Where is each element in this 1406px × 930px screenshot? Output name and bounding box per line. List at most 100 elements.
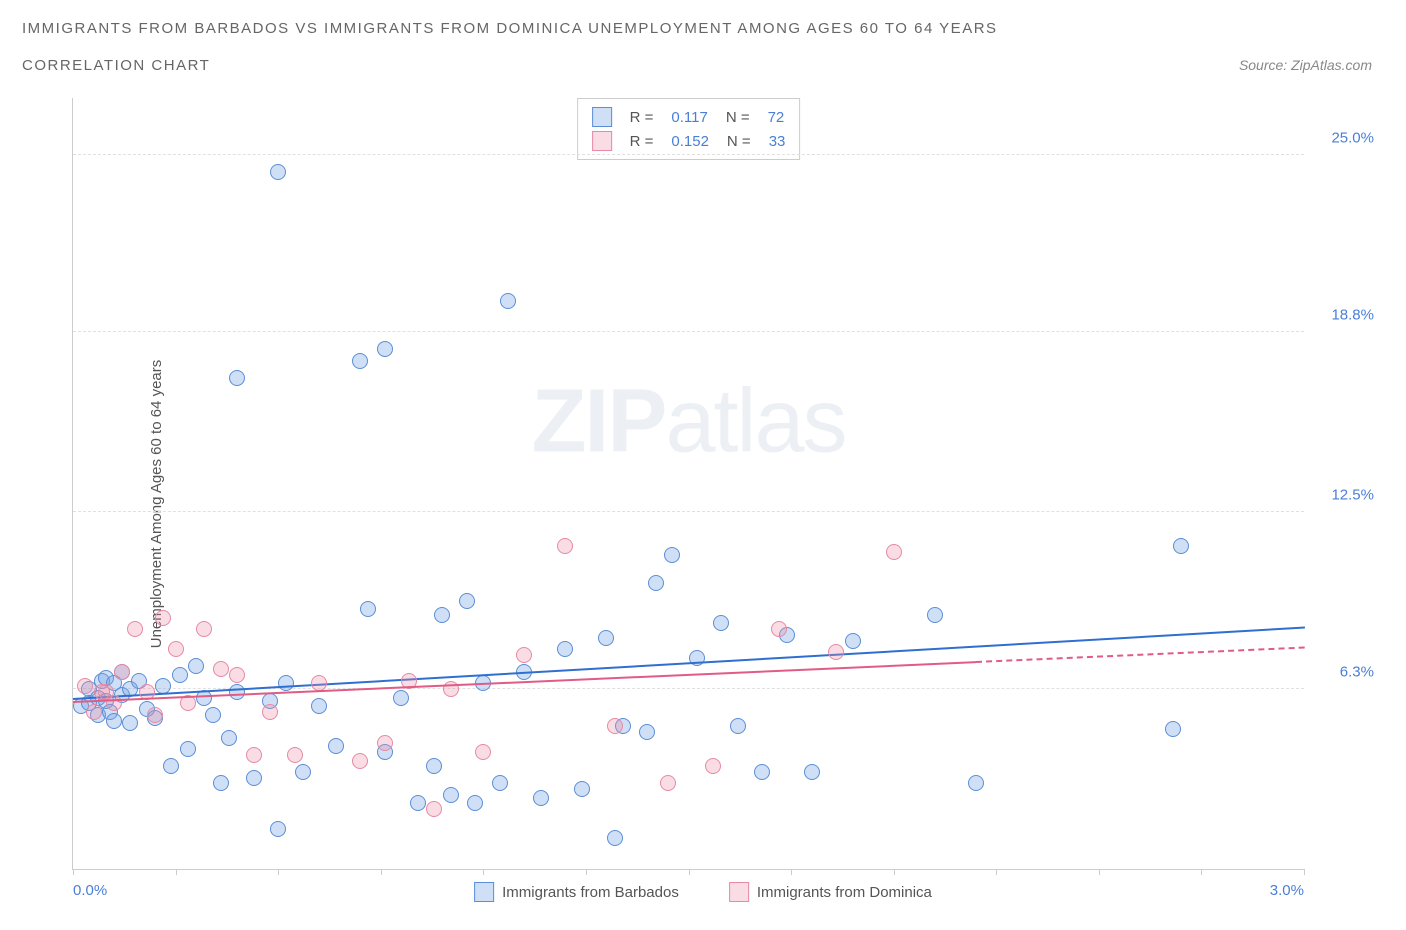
data-point [205,707,221,723]
data-point [598,630,614,646]
data-point [467,795,483,811]
data-point [648,575,664,591]
data-point [639,724,655,740]
y-tick-label: 25.0% [1331,130,1374,147]
legend-item: Immigrants from Barbados [474,882,679,902]
x-tick [894,869,895,875]
data-point [968,775,984,791]
data-point [213,775,229,791]
data-point [172,667,188,683]
data-point [557,538,573,554]
data-point [360,601,376,617]
data-point [180,741,196,757]
data-point [196,621,212,637]
data-point [660,775,676,791]
data-point [295,764,311,780]
data-point [475,744,491,760]
data-point [213,661,229,677]
stat-n-value: 72 [768,109,785,126]
x-tick [381,869,382,875]
data-point [229,667,245,683]
y-tick-label: 6.3% [1340,664,1374,681]
data-point [114,664,130,680]
trend-line [976,647,1305,663]
x-tick [278,869,279,875]
stat-r-value: 0.152 [671,133,709,150]
data-point [557,641,573,657]
x-tick [1304,869,1305,875]
data-point [168,641,184,657]
y-tick-label: 18.8% [1331,307,1374,324]
stats-row: R =0.152N =33 [592,129,786,153]
data-point [352,353,368,369]
data-point [804,764,820,780]
data-point [1165,721,1181,737]
data-point [352,753,368,769]
data-point [246,747,262,763]
chart-subtitle: CORRELATION CHART [22,57,210,74]
x-tick [689,869,690,875]
data-point [607,830,623,846]
data-point [443,787,459,803]
x-tick [176,869,177,875]
data-point [771,621,787,637]
data-point [328,738,344,754]
stat-r-value: 0.117 [671,109,707,126]
x-tick [483,869,484,875]
data-point [426,801,442,817]
x-tick [1201,869,1202,875]
x-tick [791,869,792,875]
data-point [664,547,680,563]
x-tick [586,869,587,875]
series-legend: Immigrants from Barbados Immigrants from … [474,882,932,902]
data-point [278,675,294,691]
data-point [270,164,286,180]
data-point [713,615,729,631]
data-point [410,795,426,811]
legend-item: Immigrants from Dominica [729,882,932,902]
stat-r-label: R = [630,109,654,126]
data-point [221,730,237,746]
gridline [73,154,1304,155]
stat-n-label: N = [726,109,750,126]
data-point [155,610,171,626]
data-point [730,718,746,734]
data-point [886,544,902,560]
data-point [77,678,93,694]
data-point [754,764,770,780]
legend-swatch [474,882,494,902]
x-tick [996,869,997,875]
gridline [73,331,1304,332]
gridline [73,511,1304,512]
data-point [574,781,590,797]
data-point [229,684,245,700]
data-point [106,713,122,729]
x-tick [73,869,74,875]
chart-title: IMMIGRANTS FROM BARBADOS VS IMMIGRANTS F… [22,18,1384,39]
data-point [426,758,442,774]
trend-line [73,627,1305,700]
data-point [492,775,508,791]
legend-swatch [729,882,749,902]
x-max-label: 3.0% [1270,882,1304,899]
data-point [287,747,303,763]
data-point [86,704,102,720]
data-point [927,607,943,623]
stat-n-value: 33 [769,133,786,150]
data-point [434,607,450,623]
stats-row: R = 0.117 N = 72 [592,105,786,129]
data-point [533,790,549,806]
data-point [1173,538,1189,554]
stat-n-label: N = [727,133,751,150]
watermark: ZIPatlas [531,370,845,473]
legend-label: Immigrants from Dominica [757,884,932,901]
data-point [607,718,623,734]
x-tick [1099,869,1100,875]
data-point [845,633,861,649]
plot-area: ZIPatlas R =0.117N =72R =0.152N =33 0.0%… [72,98,1304,870]
data-point [188,658,204,674]
y-tick-label: 12.5% [1331,487,1374,504]
data-point [500,293,516,309]
data-point [229,370,245,386]
data-point [311,698,327,714]
